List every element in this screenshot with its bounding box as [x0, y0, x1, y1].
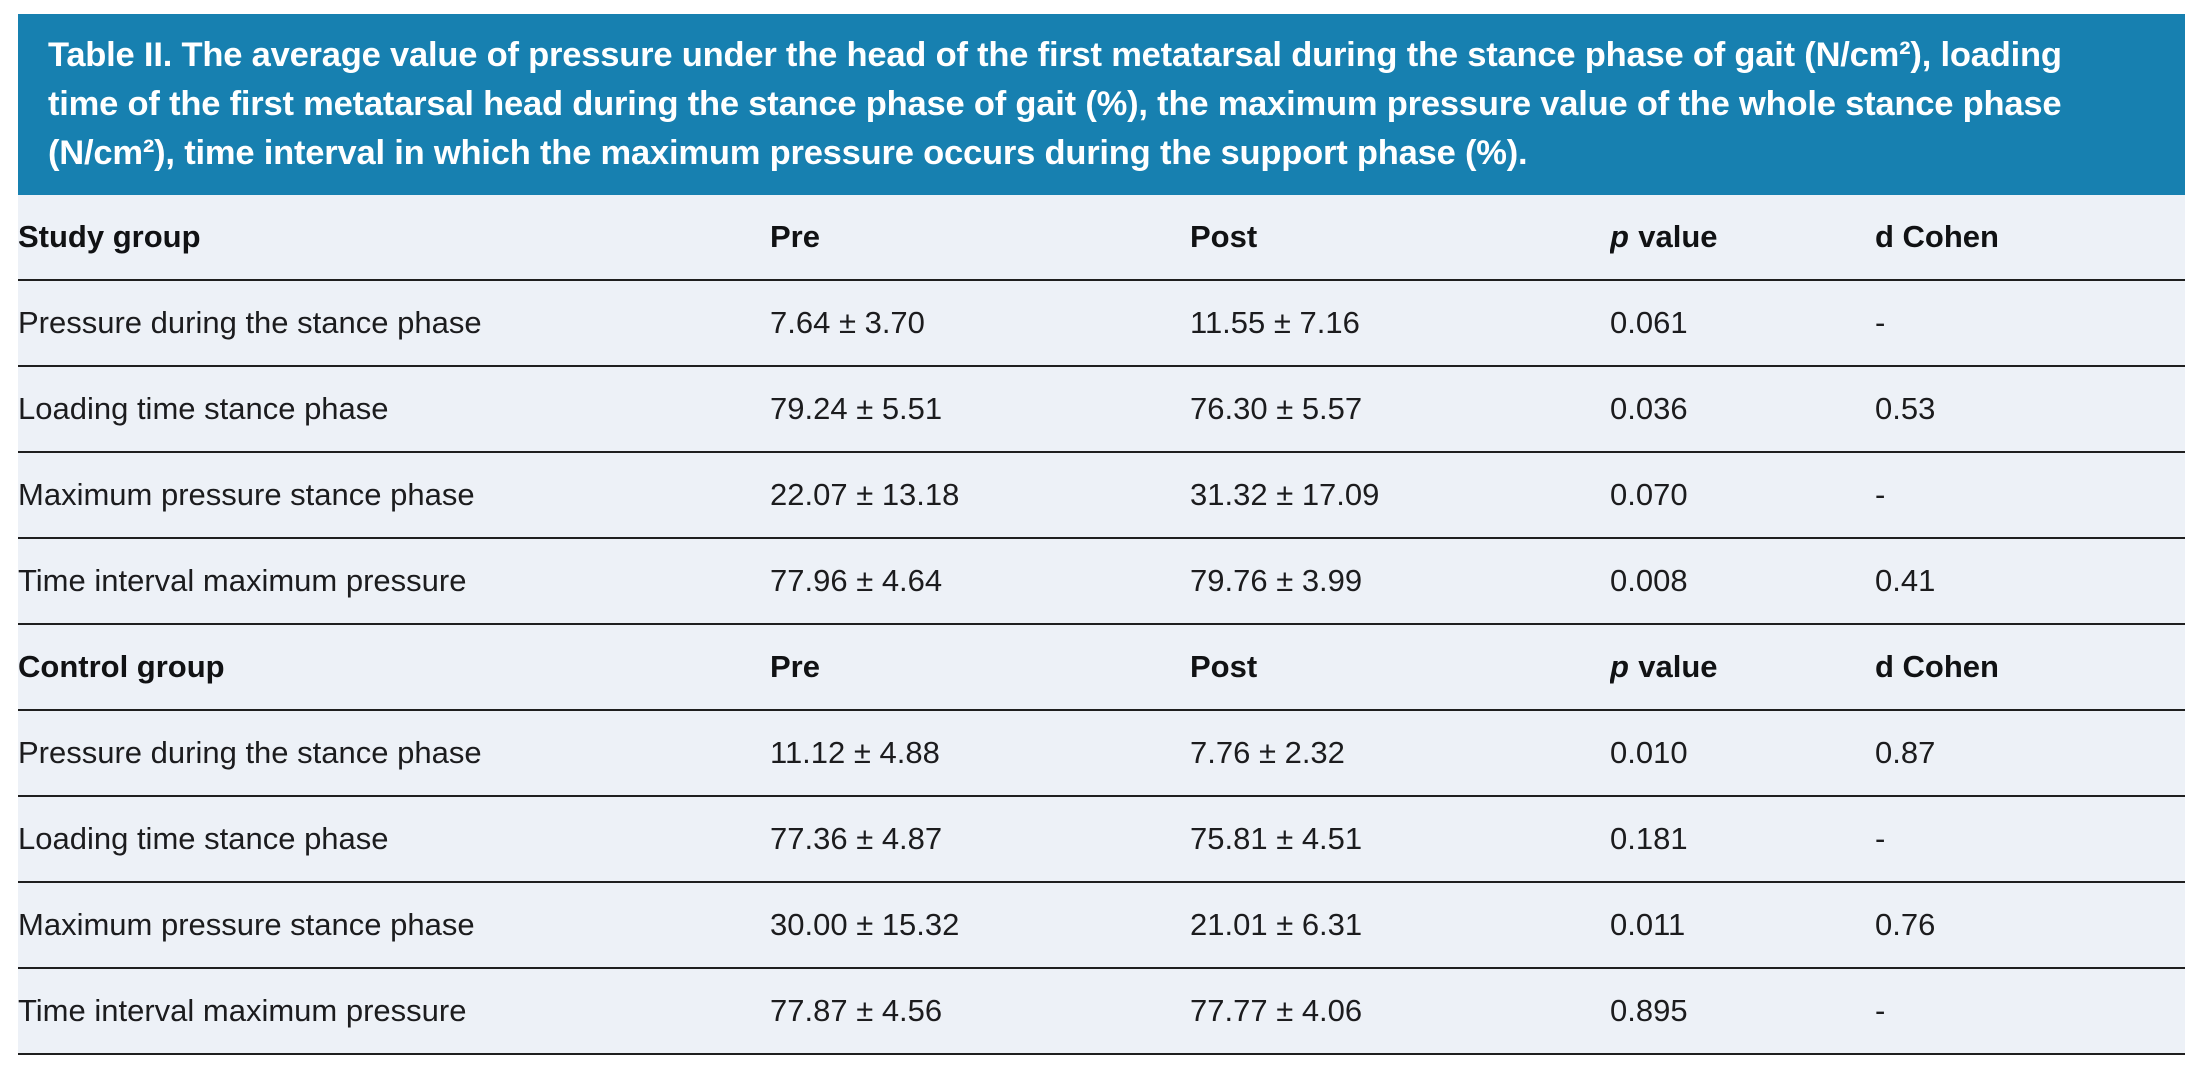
- cell-d-cohen: 0.76: [1875, 907, 1936, 942]
- column-header-p-value: p value: [1610, 624, 1875, 710]
- cell-pre: 7.64 ± 3.70: [770, 305, 925, 340]
- cell-post: 11.55 ± 7.16: [1190, 305, 1360, 340]
- results-table: Study group Pre Post p value d Cohen Pres…: [18, 195, 2185, 1055]
- cell-label: Maximum pressure stance phase: [18, 907, 475, 942]
- cell-p-value: 0.008: [1610, 563, 1688, 598]
- cell-d-cohen: -: [1875, 821, 1886, 856]
- cell-pre: 77.36 ± 4.87: [770, 821, 943, 856]
- group-header-study: Study group: [18, 219, 201, 254]
- cell-pre: 77.87 ± 4.56: [770, 993, 943, 1028]
- column-header-post: Post: [1190, 649, 1258, 684]
- p-value-word: value: [1638, 219, 1718, 254]
- table-row: Loading time stance phase 79.24 ± 5.51 7…: [18, 366, 2185, 452]
- cell-p-value: 0.895: [1610, 993, 1688, 1028]
- cell-post: 75.81 ± 4.51: [1190, 821, 1363, 856]
- column-header-pre: Pre: [770, 219, 820, 254]
- cell-post: 7.76 ± 2.32: [1190, 735, 1345, 770]
- cell-post: 79.76 ± 3.99: [1190, 563, 1363, 598]
- cell-post: 31.32 ± 17.09: [1190, 477, 1380, 512]
- cell-label: Time interval maximum pressure: [18, 563, 467, 598]
- column-header-pre: Pre: [770, 649, 820, 684]
- table-row: Pressure during the stance phase 7.64 ± …: [18, 280, 2185, 366]
- section-header-row-study: Study group Pre Post p value d Cohen: [18, 195, 2185, 280]
- group-header-control: Control group: [18, 649, 225, 684]
- cell-label: Pressure during the stance phase: [18, 735, 482, 770]
- column-header-post: Post: [1190, 219, 1258, 254]
- cell-pre: 30.00 ± 15.32: [770, 907, 960, 942]
- cell-d-cohen: 0.53: [1875, 391, 1936, 426]
- table-row: Maximum pressure stance phase 22.07 ± 13…: [18, 452, 2185, 538]
- cell-pre: 22.07 ± 13.18: [770, 477, 960, 512]
- column-header-d-cohen: d Cohen: [1875, 219, 1999, 254]
- cell-label: Loading time stance phase: [18, 391, 389, 426]
- section-header-row-control: Control group Pre Post p value d Cohen: [18, 624, 2185, 710]
- cell-p-value: 0.061: [1610, 305, 1688, 340]
- p-italic: p: [1610, 649, 1629, 684]
- column-header-p-value: p value: [1610, 195, 1875, 280]
- table-row: Time interval maximum pressure 77.87 ± 4…: [18, 968, 2185, 1054]
- cell-p-value: 0.011: [1610, 907, 1686, 942]
- cell-d-cohen: 0.41: [1875, 563, 1936, 598]
- table-row: Pressure during the stance phase 11.12 ±…: [18, 710, 2185, 796]
- table-caption: Table II. The average value of pressure …: [18, 14, 2185, 195]
- cell-post: 76.30 ± 5.57: [1190, 391, 1363, 426]
- cell-pre: 77.96 ± 4.64: [770, 563, 943, 598]
- cell-p-value: 0.010: [1610, 735, 1688, 770]
- cell-d-cohen: -: [1875, 477, 1886, 512]
- cell-pre: 11.12 ± 4.88: [770, 735, 940, 770]
- p-italic: p: [1610, 219, 1629, 254]
- table-row: Loading time stance phase 77.36 ± 4.87 7…: [18, 796, 2185, 882]
- table-figure: Table II. The average value of pressure …: [18, 14, 2185, 1055]
- cell-label: Pressure during the stance phase: [18, 305, 482, 340]
- cell-pre: 79.24 ± 5.51: [770, 391, 943, 426]
- cell-post: 77.77 ± 4.06: [1190, 993, 1363, 1028]
- cell-p-value: 0.181: [1610, 821, 1688, 856]
- cell-label: Time interval maximum pressure: [18, 993, 467, 1028]
- cell-d-cohen: -: [1875, 305, 1886, 340]
- column-header-d-cohen: d Cohen: [1875, 649, 1999, 684]
- cell-d-cohen: 0.87: [1875, 735, 1936, 770]
- cell-label: Maximum pressure stance phase: [18, 477, 475, 512]
- cell-label: Loading time stance phase: [18, 821, 389, 856]
- cell-post: 21.01 ± 6.31: [1190, 907, 1363, 942]
- table-row: Maximum pressure stance phase 30.00 ± 15…: [18, 882, 2185, 968]
- p-value-word: value: [1638, 649, 1718, 684]
- cell-p-value: 0.036: [1610, 391, 1688, 426]
- cell-d-cohen: -: [1875, 993, 1886, 1028]
- table-row: Time interval maximum pressure 77.96 ± 4…: [18, 538, 2185, 624]
- cell-p-value: 0.070: [1610, 477, 1688, 512]
